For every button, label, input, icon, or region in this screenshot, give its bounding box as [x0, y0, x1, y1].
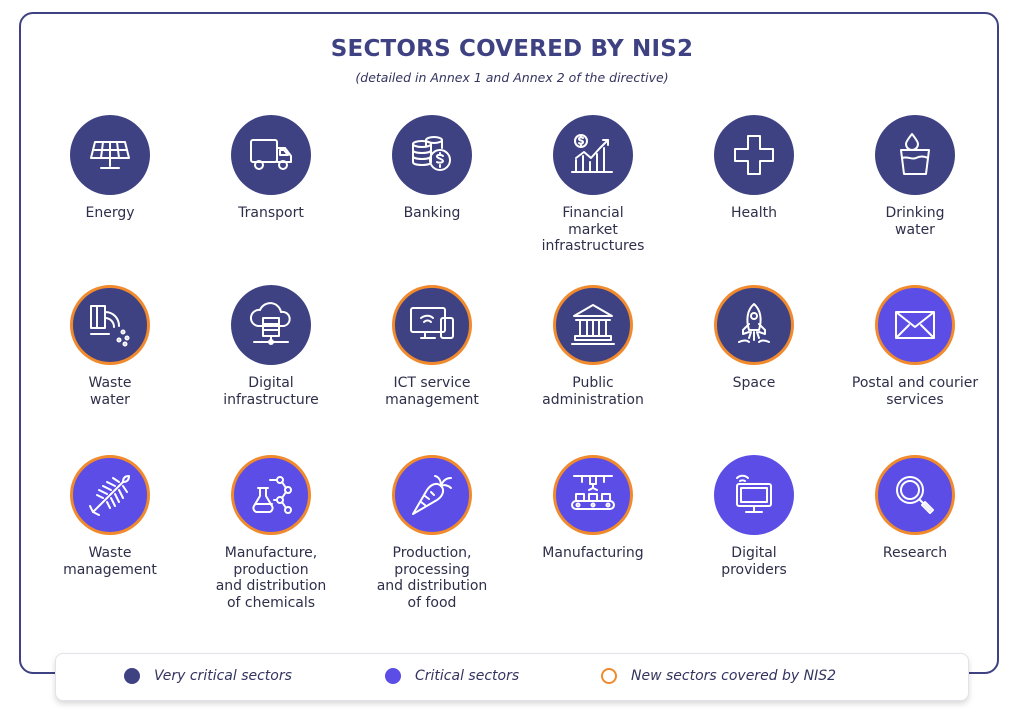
rocket-icon	[727, 298, 781, 352]
sector-badge	[392, 115, 472, 195]
sector-label: Postal and courier services	[851, 375, 979, 408]
legend-item-very-critical: Very critical sectors	[124, 668, 292, 684]
sector-badge	[70, 455, 150, 535]
water-glass-icon	[888, 128, 942, 182]
government-building-icon	[566, 298, 620, 352]
assembly-line-icon	[566, 468, 620, 522]
sector-badge	[875, 115, 955, 195]
chemistry-flask-icon	[244, 468, 298, 522]
sector-label: Digital providers	[721, 545, 787, 578]
fish-bone-icon	[83, 468, 137, 522]
sector-badge	[231, 285, 311, 365]
sector-label: Transport	[238, 205, 304, 221]
sector-label: Space	[732, 375, 776, 391]
new-sector-ring-icon	[601, 668, 617, 684]
sector-label: Waste water	[88, 375, 132, 408]
sector-label: Banking	[403, 205, 461, 221]
sector-label: Manufacturing	[542, 545, 644, 561]
carrot-icon	[405, 468, 459, 522]
sector-label: Public administration	[542, 375, 644, 408]
sector-label: Health	[731, 205, 777, 221]
financial-chart-icon	[566, 128, 620, 182]
envelope-icon	[888, 298, 942, 352]
legend-label-very-critical: Very critical sectors	[154, 668, 292, 684]
coins-icon	[405, 128, 459, 182]
sector-badge	[70, 115, 150, 195]
sector-label: Manufacture, production and distribution…	[215, 545, 327, 611]
sector-label: Drinking water	[885, 205, 945, 238]
sector-badge	[553, 115, 633, 195]
truck-icon	[244, 128, 298, 182]
medical-cross-icon	[727, 128, 781, 182]
sector-label: Energy	[85, 205, 135, 221]
critical-dot-icon	[385, 668, 401, 684]
legend: Very critical sectors Critical sectors N…	[55, 653, 969, 701]
sector-label: Production, processing and distribution …	[376, 545, 488, 611]
diagram-frame	[19, 12, 999, 674]
legend-label-new: New sectors covered by NIS2	[631, 668, 837, 684]
sector-label: Waste management	[63, 545, 157, 578]
sector-badge	[875, 455, 955, 535]
digital-monitor-icon	[727, 468, 781, 522]
sector-label: Research	[882, 545, 948, 561]
sector-badge	[714, 115, 794, 195]
sector-badge	[553, 455, 633, 535]
sector-badge	[714, 285, 794, 365]
legend-label-critical: Critical sectors	[415, 668, 520, 684]
sector-badge	[553, 285, 633, 365]
sector-label: Financial market infrastructures	[541, 205, 645, 254]
sector-badge	[70, 285, 150, 365]
sector-label: ICT service management	[385, 375, 479, 408]
sector-badge	[392, 285, 472, 365]
sector-badge	[392, 455, 472, 535]
legend-item-critical: Critical sectors	[385, 668, 519, 684]
magnifier-icon	[888, 468, 942, 522]
monitor-devices-icon	[405, 298, 459, 352]
sector-badge	[231, 115, 311, 195]
legend-item-new: New sectors covered by NIS2	[601, 668, 836, 684]
page-subtitle: (detailed in Annex 1 and Annex 2 of the …	[355, 70, 669, 85]
sector-badge	[231, 455, 311, 535]
page-title: SECTORS COVERED BY NIS2	[330, 36, 694, 62]
sector-badge	[714, 455, 794, 535]
sector-label: Digital infrastructure	[223, 375, 319, 408]
solar-panel-icon	[83, 128, 137, 182]
very-critical-dot-icon	[124, 668, 140, 684]
cloud-server-icon	[244, 298, 298, 352]
sector-badge	[875, 285, 955, 365]
waste-water-pipe-icon	[83, 298, 137, 352]
